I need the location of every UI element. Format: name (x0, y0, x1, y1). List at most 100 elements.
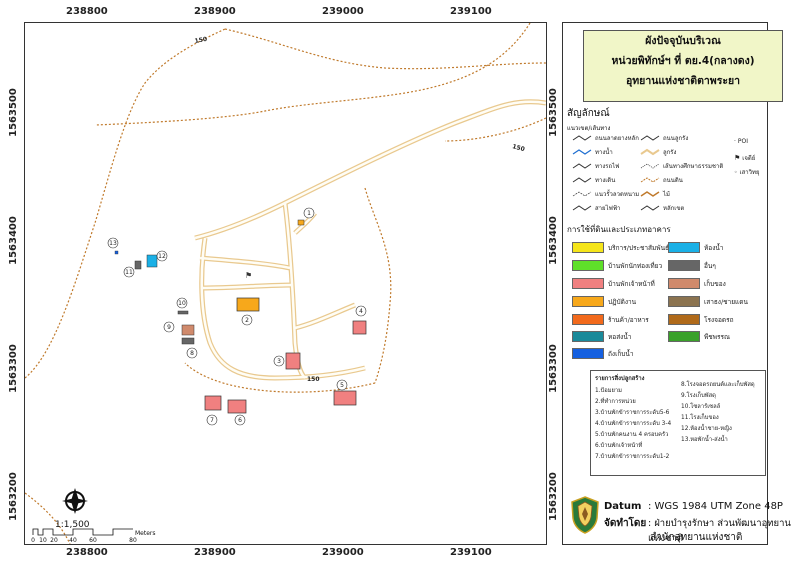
landuse-item: ถังเก็บน้ำ (572, 348, 634, 359)
scale-tick-60: 60 (89, 537, 97, 544)
legend-point-poi: · POI (734, 138, 749, 145)
building-house-5 (333, 390, 357, 406)
point-marker-4 (355, 305, 367, 317)
point-number-10: 10 (178, 300, 186, 307)
boundary-line-north (224, 28, 546, 70)
building-shed-11 (134, 260, 142, 270)
title-line-1: ผังปัจจุบันบริเวณ (645, 35, 721, 47)
boundary-line-east (364, 117, 546, 384)
road-label-150-south: 150 (307, 376, 320, 383)
point-number-1: 1 (307, 210, 311, 217)
x-coord-239100-bottom: 239100 (450, 547, 492, 558)
boundary-line-road (94, 23, 531, 126)
point-marker-8 (186, 347, 198, 359)
point-marker-10 (176, 297, 188, 309)
x-coord-238800-top: 238800 (66, 6, 108, 17)
facility-item: 1.ป้อมยาม (595, 388, 622, 394)
poi-icon: · (734, 138, 736, 145)
map-frame[interactable]: 150 150 150 ⚑ 1 2 3 4 5 6 (24, 22, 547, 545)
facility-list-box: รายการสิ่งปลูกสร้าง 1.ป้อมยาม 2.ที่ทำการ… (590, 370, 766, 476)
title-line-2: หน่วยพิทักษ์ฯ ที่ ตย.4(กลางดง) (611, 55, 755, 67)
building-house-7 (204, 395, 222, 411)
map-canvas[interactable]: 150 150 150 ⚑ 1 2 3 4 5 6 (25, 23, 546, 544)
building-office (236, 297, 260, 312)
scale-tick-0: 0 (31, 537, 35, 544)
org-name: สำนักอุทยานแห่งชาติ (650, 532, 743, 543)
landuse-swatch (668, 296, 700, 307)
point-marker-2 (241, 314, 253, 326)
facility-item: 11.โรงเก็บของ (681, 415, 719, 421)
legend-line-item: แนวรั้วลวดหนาม (572, 189, 639, 199)
point-marker-6 (234, 414, 246, 426)
x-coord-239000-bottom: 239000 (322, 547, 364, 558)
scale-tick-80: 80 (129, 537, 137, 544)
landuse-swatch (572, 331, 604, 342)
scale-unit: Meters (135, 530, 156, 537)
legend-line-item: ทางรถไฟ (572, 161, 619, 171)
point-number-7: 7 (210, 417, 214, 424)
building-toilet (146, 254, 158, 268)
facility-item: 5.บ้านพักคนงาน 4 ครอบครัว (595, 432, 669, 438)
legend-line-item: ลูกรัง (640, 147, 676, 157)
landuse-item: โรงจอดรถ (668, 314, 734, 325)
building-house-4 (352, 320, 367, 335)
legend-line-item: เส้นทางศึกษาธรรมชาติ (640, 161, 723, 171)
y-coord-1563200-right: 1563200 (547, 472, 559, 521)
point-number-8: 8 (190, 350, 194, 357)
legend-line-item: ทางเดิน (572, 175, 615, 185)
landuse-swatch (572, 348, 604, 359)
landuse-item: เสาธง/ชายแดน (668, 296, 748, 307)
facility-item: 7.บ้านพักข้าราชการระดับ1-2 (595, 454, 670, 460)
landuse-swatch (572, 296, 604, 307)
y-coord-1563200-left: 1563200 (7, 472, 19, 521)
legend-point-radio: ◦ เสาวิทยุ (734, 168, 760, 177)
landuse-item: อื่นๆ (668, 260, 716, 271)
landuse-swatch (668, 314, 700, 325)
building-house-3 (285, 352, 301, 370)
laterite-road-main (194, 99, 546, 241)
landuse-swatch (572, 278, 604, 289)
road-label-150-east: 150 (511, 143, 525, 153)
landuse-swatch (572, 260, 604, 271)
scale-tick-20: 20 (50, 537, 58, 544)
point-marker-1 (303, 207, 315, 219)
boundary-line-west (25, 28, 226, 379)
y-coord-1563300-left: 1563300 (7, 344, 19, 393)
landuse-swatch (572, 314, 604, 325)
building-garage (181, 337, 195, 345)
building-water-tower (114, 250, 119, 255)
building-house-6 (227, 399, 247, 414)
boundary-line-south (184, 362, 376, 393)
landuse-title: การใช้ที่ดินและประเภทอาคาร (567, 225, 671, 234)
point-marker-7 (206, 414, 218, 426)
facility-item: 8.โรงจอดรถยนต์และเก็บพัสดุ (681, 382, 755, 388)
radio-tower-icon: ◦ (734, 168, 738, 176)
title-line-3: อุทยานแห่งชาติตาพระยา (625, 75, 741, 87)
org-logo (570, 496, 600, 534)
landuse-swatch (572, 242, 604, 253)
facility-item: 13.หอพักน้ำ-ส่งน้ำ (681, 437, 728, 443)
x-coord-238900-top: 238900 (194, 6, 236, 17)
landuse-item: บ้านพักเจ้าหน้าที่ (572, 278, 655, 289)
landuse-swatch (668, 331, 700, 342)
made-by-label: จัดทำโดย (604, 518, 647, 529)
building-storage (181, 324, 195, 336)
legend-line-item: ไม้ (640, 189, 670, 199)
landuse-item: ร้านค้า/อาหาร (572, 314, 649, 325)
point-number-11: 11 (125, 269, 133, 276)
x-coord-239000-top: 239000 (322, 6, 364, 17)
point-number-6: 6 (238, 417, 242, 424)
landuse-swatch (668, 242, 700, 253)
point-marker-5 (336, 379, 348, 391)
landuse-item: หอส่งน้ำ (572, 331, 631, 342)
made-by-value: : ฝ่ายบำรุงรักษา ส่วนพัฒนาอุทยานแห่งชาติ (648, 518, 791, 544)
landuse-item: บริการ/ประชาสัมพันธ์ (572, 242, 669, 253)
point-number-12: 12 (158, 253, 166, 260)
title-box: ผังปัจจุบันบริเวณ หน่วยพิทักษ์ฯ ที่ ตย.4… (583, 30, 783, 102)
facility-item: 9.โรงเก็บพัสดุ (681, 393, 716, 399)
legend-line-item: ถนนลูกรัง (640, 133, 688, 143)
point-number-5: 5 (340, 382, 344, 389)
point-number-9: 9 (167, 324, 171, 331)
y-coord-1563500-right: 1563500 (547, 88, 559, 137)
scale-bar (32, 528, 133, 536)
